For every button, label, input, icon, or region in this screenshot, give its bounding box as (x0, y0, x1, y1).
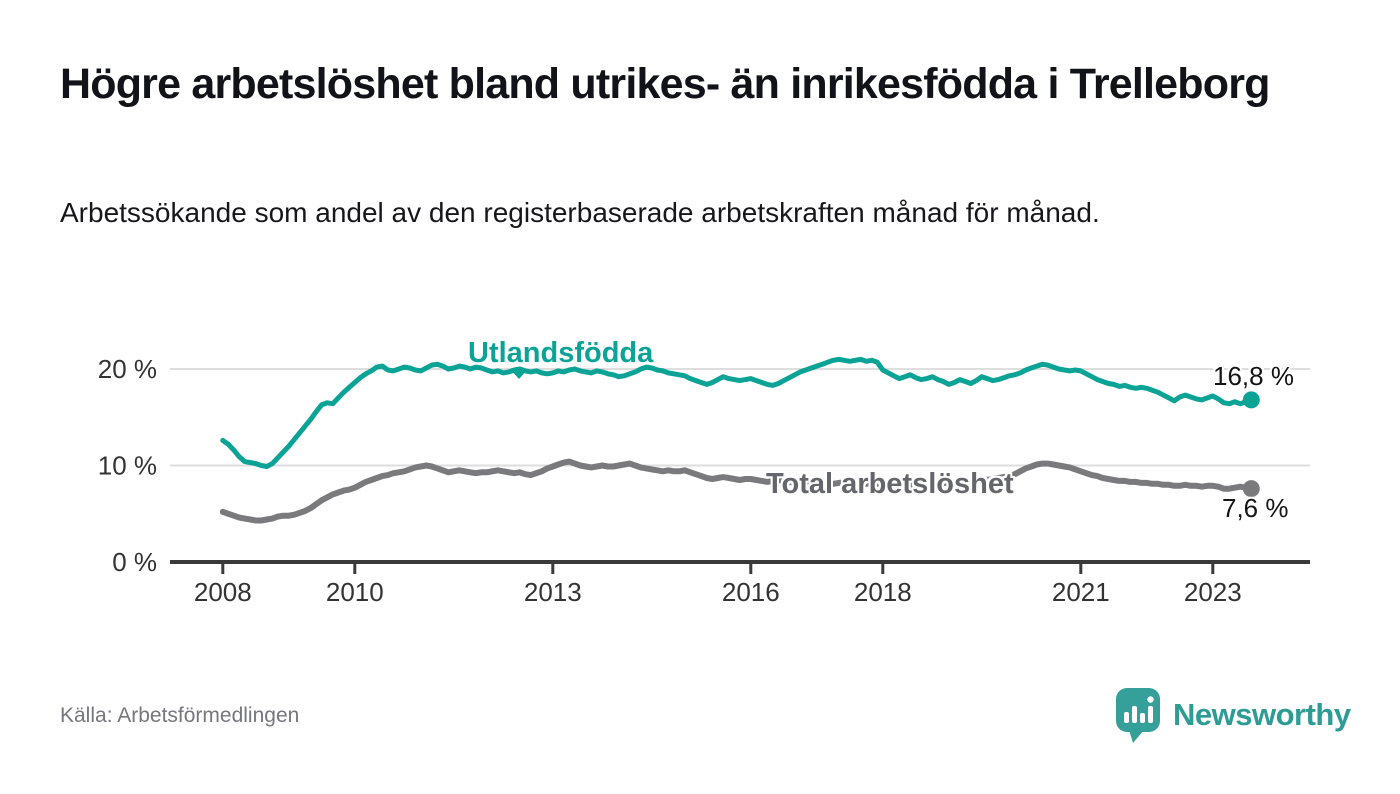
y-axis-tick-label: 10 % (98, 451, 157, 481)
series-label-caret-icon (510, 369, 528, 379)
x-axis-tick-label: 2010 (326, 577, 384, 607)
newsworthy-bubble-icon (1116, 688, 1160, 743)
source-attribution: Källa: Arbetsförmedlingen (60, 704, 300, 727)
chart-subtitle: Arbetssökande som andel av den registerb… (60, 197, 1100, 228)
series-label-utlandsfodda: Utlandsfödda (468, 337, 654, 369)
end-value-label-total: 7,6 % (1222, 493, 1289, 523)
x-axis-tick-label: 2008 (194, 577, 252, 607)
x-axis-tick-label: 2021 (1052, 577, 1110, 607)
x-axis-tick-label: 2016 (722, 577, 780, 607)
series-label-total-arbetsloshet: Total arbetslöshet (766, 468, 1014, 500)
y-axis-tick-label: 0 % (112, 547, 157, 577)
y-axis-tick-label: 20 % (98, 354, 157, 384)
end-dot-utlandsfodda (1242, 391, 1260, 409)
brand-name: Newsworthy (1173, 696, 1351, 732)
series-line-utlandsfodda (220, 356, 1254, 469)
x-axis-tick-label: 2018 (854, 577, 912, 607)
x-axis-tick-label: 2023 (1184, 577, 1242, 607)
series-line-total (219, 458, 1255, 524)
x-axis-tick-label: 2013 (524, 577, 582, 607)
brand-logo: Newsworthy (1114, 686, 1351, 743)
page-title: Högre arbetslöshet bland utrikes- än inr… (60, 60, 1270, 108)
end-value-label-utlandsfodda: 16,8 % (1213, 361, 1294, 391)
